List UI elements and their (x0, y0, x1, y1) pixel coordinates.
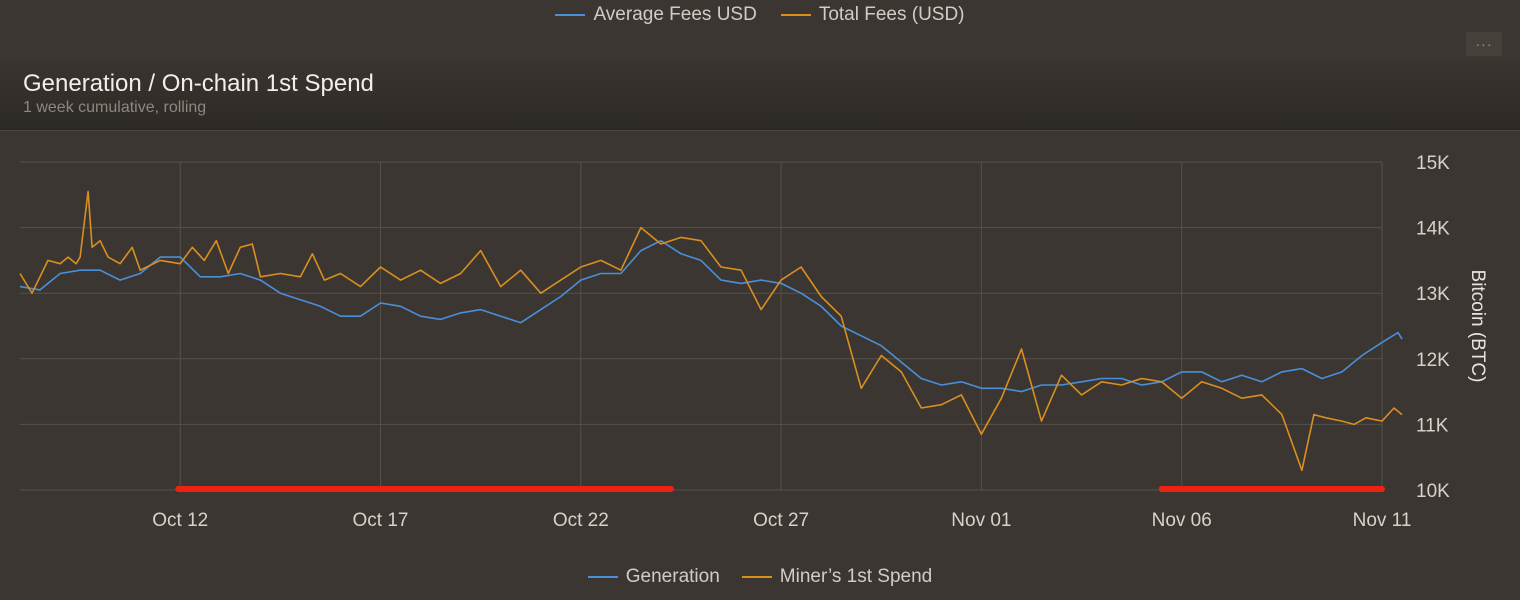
legend-label-miners-1st-spend: Miner’s 1st Spend (780, 566, 932, 588)
y-tick-label: 15K (1416, 153, 1450, 174)
y-tick-label: 12K (1416, 350, 1450, 371)
legend-item-miners-1st-spend[interactable]: Miner’s 1st Spend (742, 566, 932, 588)
legend-swatch-generation (588, 576, 618, 578)
x-tick-label: Nov 06 (1152, 510, 1212, 531)
x-tick-label: Oct 22 (553, 510, 609, 531)
y-tick-label: 14K (1416, 219, 1450, 240)
bottom-legend: Generation Miner’s 1st Spend (0, 562, 1520, 592)
x-tick-label: Oct 12 (152, 510, 208, 531)
x-tick-label: Nov 11 (1353, 510, 1412, 531)
legend-item-generation[interactable]: Generation (588, 566, 720, 588)
legend-swatch-miners-1st-spend (742, 576, 772, 578)
legend-label-generation: Generation (626, 566, 720, 588)
y-tick-label: 13K (1416, 284, 1450, 305)
series-line-generation (20, 241, 1402, 392)
x-tick-label: Oct 27 (753, 510, 809, 531)
y-tick-label: 10K (1416, 481, 1450, 502)
y-axis-title: Bitcoin (BTC) (1467, 270, 1488, 383)
x-tick-label: Nov 01 (951, 510, 1011, 531)
y-tick-label: 11K (1416, 415, 1449, 436)
x-tick-label: Oct 17 (353, 510, 409, 531)
series-line-miners-1st-spend (20, 192, 1402, 471)
